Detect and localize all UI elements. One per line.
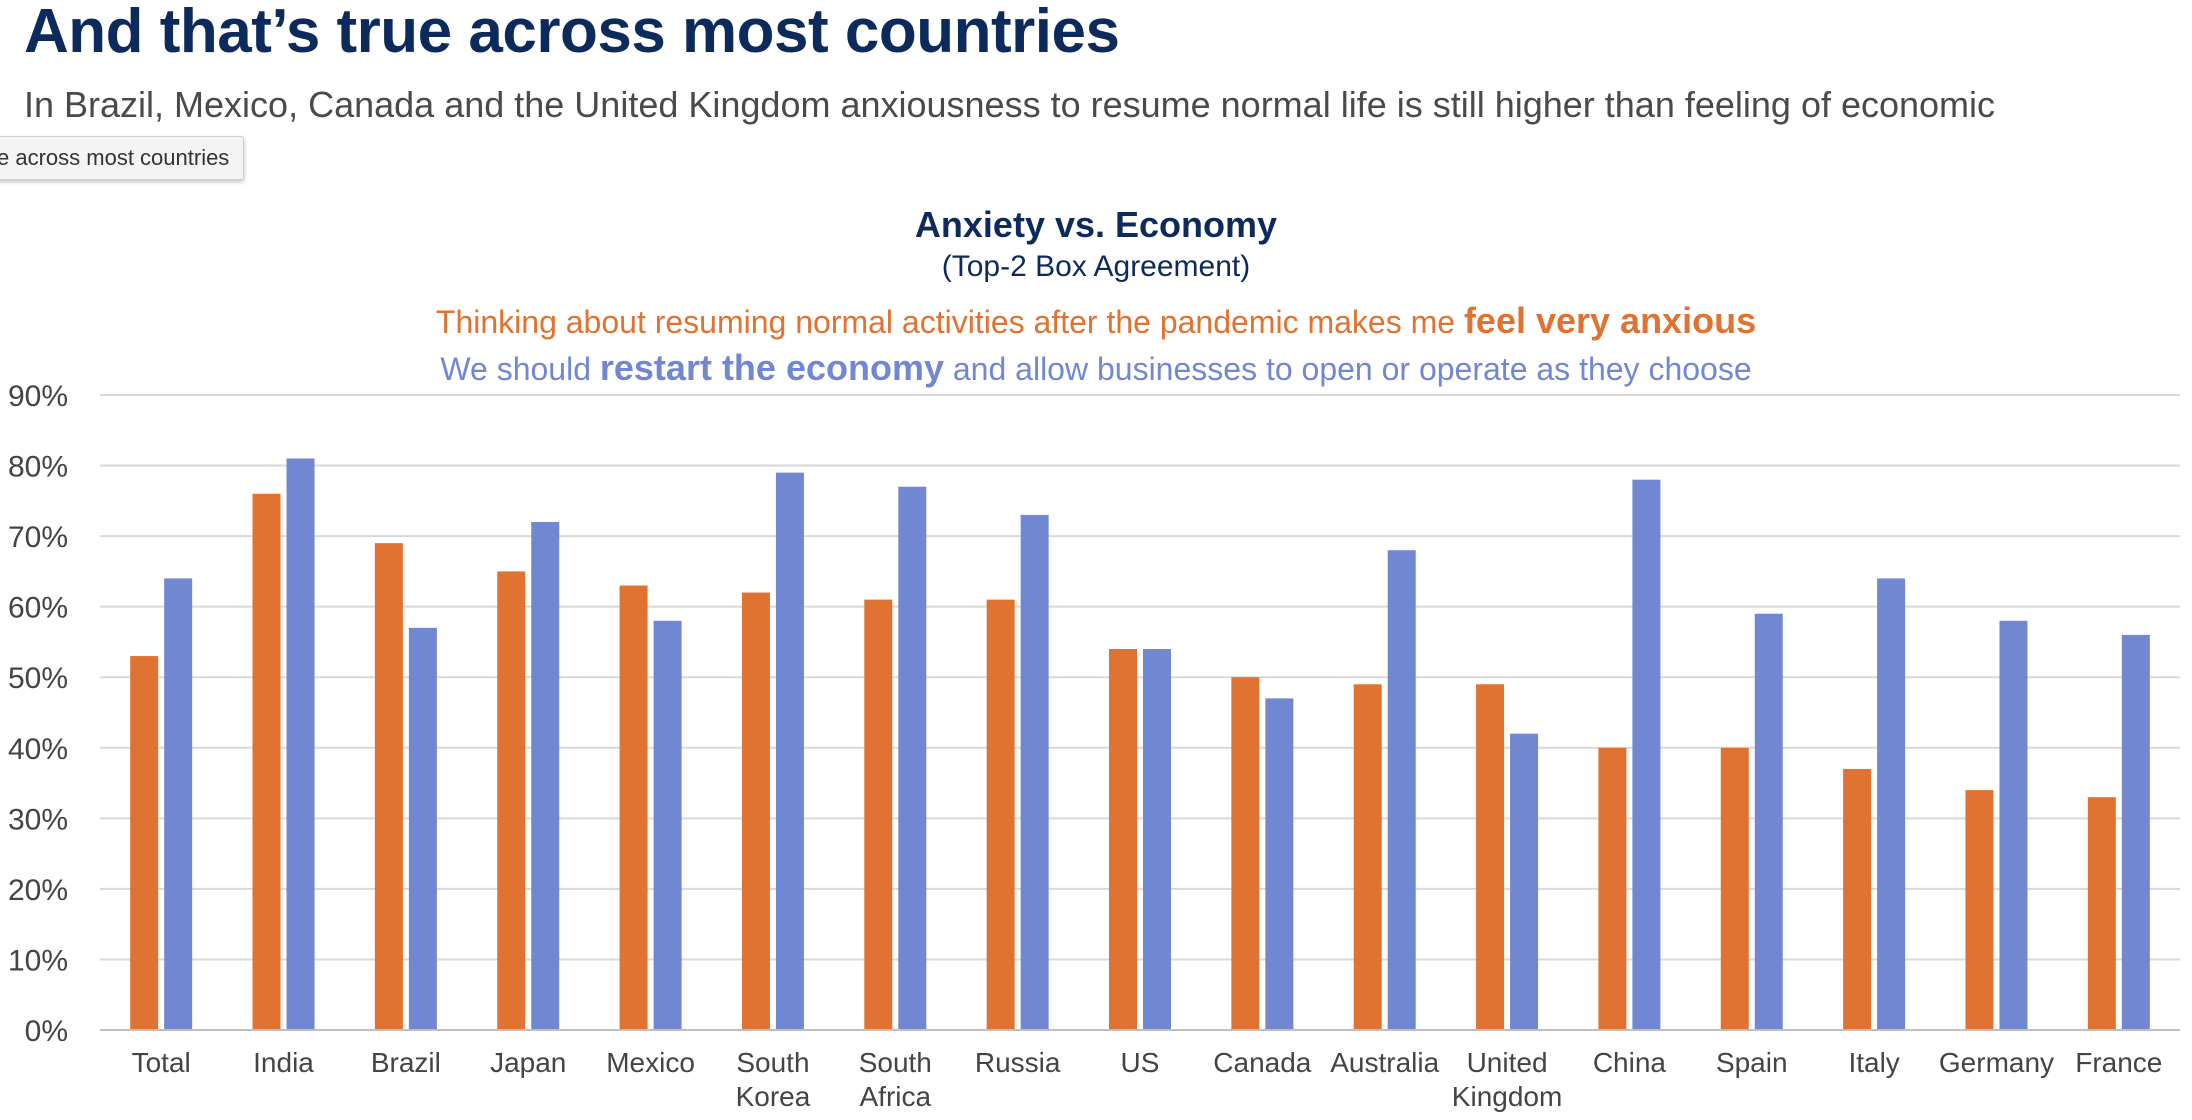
y-tick-label: 30% (8, 803, 68, 836)
x-tick-label: Italy (1848, 1047, 1899, 1078)
y-tick-label: 50% (8, 662, 68, 695)
legend-economy-emphasis: restart the economy (599, 347, 944, 388)
y-tick-label: 40% (8, 733, 68, 766)
bar-economy (1510, 733, 1539, 1030)
x-tick-label: United (1467, 1047, 1548, 1078)
y-tick-label: 90% (8, 380, 68, 413)
bar-economy (1143, 649, 1171, 1030)
bar-economy (1020, 514, 1049, 1030)
bar-anxious (1720, 747, 1749, 1030)
bar-anxious (741, 592, 770, 1030)
bar-economy (1877, 578, 1906, 1030)
x-tick-label: India (253, 1047, 314, 1078)
legend-anxious-emphasis: feel very anxious (1463, 300, 1757, 341)
bar-anxious (252, 493, 281, 1030)
bar-economy (408, 627, 437, 1030)
bar-anxious (1476, 684, 1505, 1030)
x-tick-label: Spain (1716, 1047, 1788, 1078)
bar-economy (1265, 698, 1294, 1030)
x-tick-label: China (1593, 1047, 1667, 1078)
bar-anxious (986, 599, 1015, 1030)
bar-economy (1754, 613, 1783, 1030)
bar-anxious (130, 656, 159, 1030)
x-tick-label: Canada (1213, 1047, 1312, 1078)
chart-title: Anxiety vs. Economy (914, 204, 1278, 245)
y-tick-label: 60% (8, 592, 68, 625)
hover-tooltip: e across most countries (0, 136, 245, 180)
chart-subtitle: (Top-2 Box Agreement) (941, 250, 1251, 283)
legend-anxious: Thinking about resuming normal activitie… (0, 300, 2192, 342)
y-tick-label: 10% (8, 944, 68, 977)
x-tick-label: Japan (490, 1047, 566, 1078)
x-tick-label: South (859, 1047, 932, 1078)
y-tick-label: 0% (25, 1015, 68, 1048)
x-tick-label: Kingdom (1452, 1081, 1563, 1112)
bar-economy (1999, 620, 2028, 1030)
x-tick-label: South (736, 1047, 809, 1078)
bar-economy (1632, 479, 1661, 1031)
y-tick-label: 70% (8, 521, 68, 554)
bar-anxious (1231, 677, 1260, 1030)
bar-economy (164, 578, 193, 1030)
bar-anxious (497, 571, 526, 1030)
page-title: And that’s true across most countries (24, 0, 1120, 66)
x-tick-label: Russia (975, 1047, 1061, 1078)
bar-economy (2121, 634, 2150, 1030)
bar-anxious (619, 585, 648, 1030)
bar-economy (531, 522, 560, 1030)
x-tick-label: France (2075, 1047, 2162, 1078)
legend-economy: We should restart the economy and allow … (0, 347, 2192, 389)
x-tick-label: US (1121, 1047, 1160, 1078)
bar-economy (775, 472, 804, 1031)
x-tick-label: Korea (736, 1081, 811, 1112)
bar-economy (1387, 550, 1416, 1030)
x-tick-label: Total (132, 1047, 191, 1078)
x-tick-label: Mexico (606, 1047, 695, 1078)
legend-economy-text: We should (440, 351, 600, 387)
y-tick-label: 20% (8, 874, 68, 907)
bar-economy (898, 486, 927, 1030)
bar-anxious (374, 543, 403, 1030)
page-subtitle: In Brazil, Mexico, Canada and the United… (24, 84, 1996, 125)
bar-economy (286, 458, 315, 1030)
bar-anxious (1109, 649, 1137, 1030)
bar-anxious (1353, 684, 1382, 1030)
bar-anxious (1598, 747, 1627, 1030)
x-tick-label: Germany (1939, 1047, 2054, 1078)
x-tick-label: Brazil (371, 1047, 441, 1078)
bar-anxious (1843, 768, 1872, 1030)
bar-anxious (2087, 797, 2116, 1030)
legend-economy-text-end: and allow businesses to open or operate … (943, 351, 1752, 387)
y-tick-label: 80% (8, 451, 68, 484)
x-tick-label: Africa (860, 1081, 932, 1112)
bar-economy (653, 620, 682, 1030)
x-tick-label: Australia (1330, 1047, 1439, 1078)
legend-anxious-text: Thinking about resuming normal activitie… (435, 304, 1464, 340)
bar-anxious (1965, 790, 1994, 1030)
bar-anxious (864, 599, 893, 1030)
